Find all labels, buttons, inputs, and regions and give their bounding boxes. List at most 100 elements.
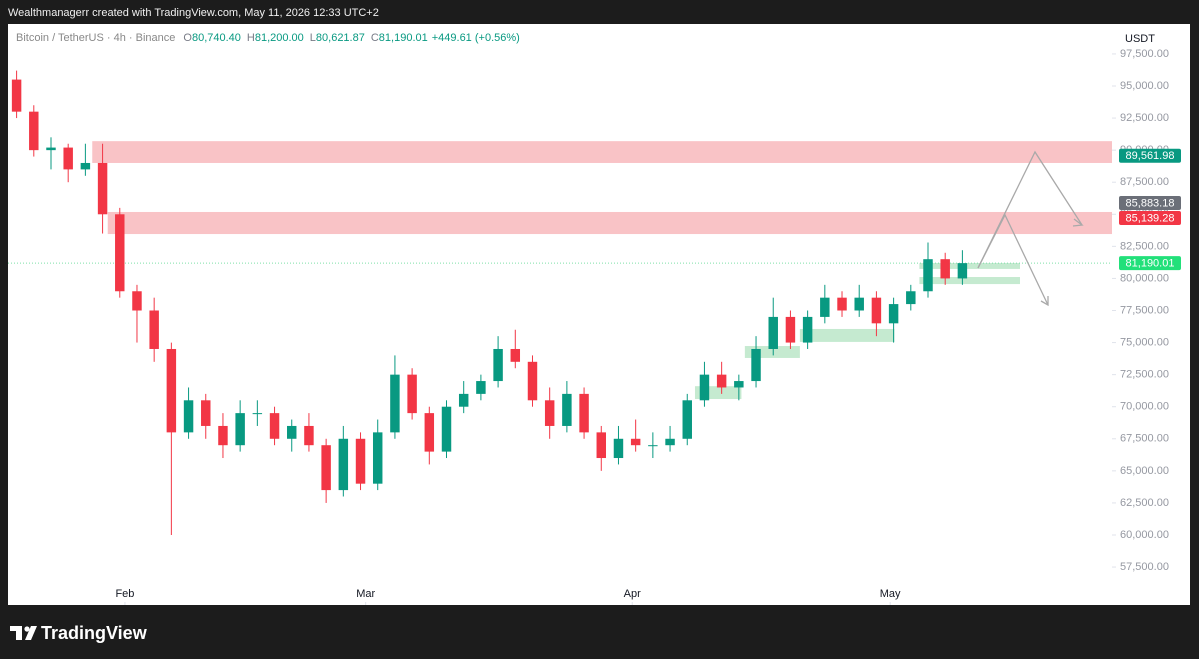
candle-body	[149, 310, 159, 349]
candle-body	[906, 291, 916, 305]
ohlc-key: O	[183, 32, 192, 44]
candle-body	[699, 374, 710, 401]
candle-body	[63, 147, 73, 170]
candle-body	[97, 162, 108, 215]
candle-body	[252, 413, 263, 415]
zone	[107, 211, 1112, 235]
candle-body	[630, 438, 641, 446]
candle-body	[957, 263, 968, 279]
arrow-head	[1072, 218, 1084, 227]
candle-body	[871, 297, 882, 324]
candle-body	[837, 297, 847, 311]
logo-mark	[10, 626, 22, 640]
logo-mark	[25, 626, 37, 640]
ohlc-key: H	[246, 32, 255, 44]
zone	[92, 141, 1113, 163]
candle-body	[613, 438, 624, 459]
candle-body	[218, 425, 228, 446]
symbol-legend: Bitcoin / TetherUS · 4h · Binance O 80,74…	[16, 32, 520, 44]
ohlc-value: 80,621.87	[315, 32, 365, 44]
y-tick-label: 87,500.00	[1120, 176, 1169, 188]
y-tick-label: 65,000.00	[1120, 465, 1169, 477]
candle-body	[407, 374, 417, 414]
ohlc-key: C	[370, 32, 379, 44]
ohlc-key: L	[309, 32, 316, 44]
candle-body	[166, 348, 177, 433]
chart-background	[8, 24, 1190, 605]
zone	[919, 263, 1020, 269]
candle-body	[372, 432, 383, 484]
x-tick-label: May	[880, 588, 901, 600]
candle-body	[562, 393, 572, 426]
candle-body	[269, 413, 280, 439]
zone	[919, 277, 1020, 285]
y-tick-label: 70,000.00	[1120, 401, 1169, 413]
price-label-box	[1119, 148, 1181, 163]
x-tick-label: Feb	[115, 588, 134, 600]
candle-body	[201, 400, 211, 426]
candle-body	[888, 304, 899, 324]
candle-body	[734, 381, 744, 388]
y-tick-label: 82,500.00	[1120, 240, 1169, 252]
y-tick-label: 57,500.00	[1120, 561, 1169, 573]
zone	[799, 328, 895, 342]
arrow-head	[1040, 296, 1049, 307]
y-tick-label: 75,000.00	[1120, 336, 1169, 348]
currency-label: USDT	[1125, 33, 1155, 45]
y-tick-label: 77,500.00	[1120, 304, 1169, 316]
price-label: 81,190.01	[1126, 258, 1175, 270]
ohlc-value: 81,200.00	[254, 32, 304, 44]
candle-body	[510, 348, 521, 362]
candle-body	[132, 291, 142, 311]
candle-body	[424, 413, 435, 452]
brand: TradingView	[41, 623, 148, 643]
price-change: +449.61 (+0.56%)	[431, 32, 520, 44]
zone	[744, 346, 800, 358]
candle-body	[716, 374, 727, 388]
candle-body	[751, 348, 761, 382]
candle-body	[648, 445, 658, 447]
price-label: 85,883.18	[1126, 197, 1175, 209]
price-label: 85,139.28	[1126, 212, 1175, 224]
price-label-box	[1119, 256, 1181, 271]
arrow-down-path	[977, 213, 1049, 306]
candle-body	[235, 413, 245, 446]
ohlc-value: 81,190.01	[378, 32, 428, 44]
candle-body	[29, 111, 39, 151]
candle-body	[544, 400, 555, 426]
candle-body	[476, 381, 486, 394]
y-tick-label: 80,000.00	[1120, 272, 1169, 284]
price-label-box	[1119, 210, 1181, 225]
candle-body	[768, 316, 778, 349]
footer-logo	[10, 626, 37, 640]
candle-body	[11, 79, 22, 112]
candle-body	[390, 374, 400, 433]
candle-body	[682, 400, 692, 439]
y-tick-label: 60,000.00	[1120, 529, 1169, 541]
x-tick-label: Mar	[356, 588, 375, 600]
candle-body	[287, 425, 297, 439]
candle-body	[183, 400, 194, 433]
candle-body	[854, 297, 864, 311]
candle-body	[321, 445, 331, 491]
candle-body	[458, 393, 469, 407]
candle-body	[304, 425, 314, 446]
candle-body	[785, 316, 796, 343]
candle-body	[80, 162, 91, 170]
ohlc-value: 80,740.40	[191, 32, 241, 44]
candle-body	[441, 406, 452, 452]
candle-body	[493, 348, 503, 382]
x-tick-label: Apr	[624, 588, 641, 600]
candle-body	[527, 361, 538, 401]
logo-mark	[24, 626, 30, 632]
y-tick-label: 97,500.00	[1120, 48, 1169, 60]
candle-body	[802, 316, 813, 343]
attribution: Wealthmanagerr created with TradingView.…	[8, 7, 379, 19]
y-tick-label: 62,500.00	[1120, 497, 1169, 509]
price-label: 89,561.98	[1126, 150, 1175, 162]
symbol-title: Bitcoin / TetherUS · 4h · Binance	[16, 32, 176, 44]
candle-body	[940, 259, 950, 279]
candle-body	[46, 147, 56, 151]
